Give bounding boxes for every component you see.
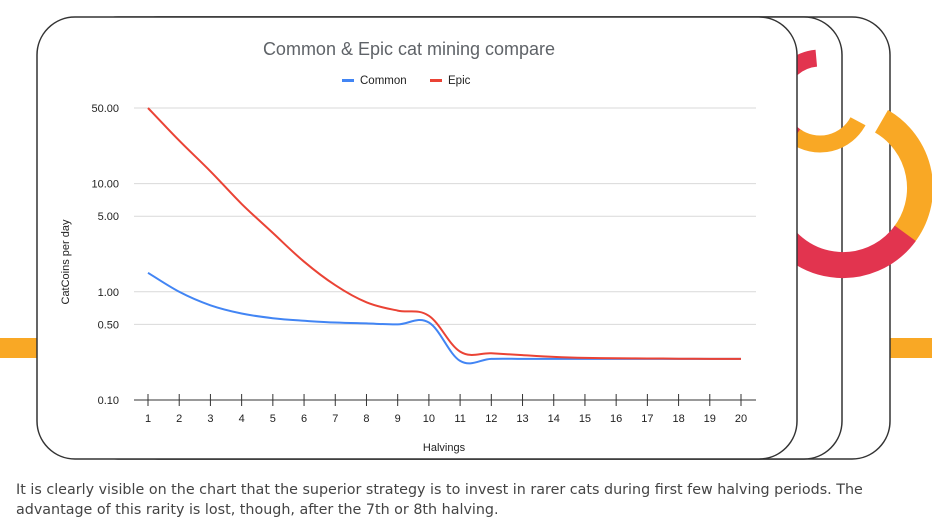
y-tick-label: 0.10 (98, 395, 119, 407)
x-tick-label: 11 (454, 413, 465, 425)
deco-arc-orange-small (790, 116, 866, 153)
y-tick-label: 5.00 (98, 211, 119, 223)
x-tick-label: 12 (485, 413, 497, 425)
x-tick-label: 15 (579, 413, 591, 425)
chart-title: Common & Epic cat mining compare (263, 39, 555, 59)
grid (134, 107, 756, 325)
chart-card (36, 16, 798, 460)
x-tick-label: 8 (363, 413, 369, 425)
y-tick-label: 0.50 (98, 319, 119, 331)
x-tick-label: 19 (704, 413, 716, 425)
x-tick-label: 4 (239, 413, 245, 425)
legend-label-common: Common (360, 75, 407, 87)
x-tick-label: 3 (207, 413, 213, 425)
legend: Common Epic (342, 75, 471, 87)
y-tick-label: 1.00 (98, 287, 119, 299)
y-tick-label: 50.00 (91, 103, 119, 115)
y-axis-ticks: 0.10 0.50 1.00 5.00 10.00 50.00 (91, 103, 119, 407)
legend-label-epic: Epic (448, 75, 471, 87)
x-tick-label: 13 (516, 413, 528, 425)
chart: Common & Epic cat mining compare Common … (60, 39, 756, 454)
x-tick-label: 7 (332, 413, 338, 425)
y-axis-label: CatCoins per day (60, 219, 72, 304)
x-tick-label: 6 (301, 413, 307, 425)
x-tick-label: 1 (145, 413, 151, 425)
x-tick-label: 17 (641, 413, 653, 425)
left-accent-bar (0, 338, 40, 358)
x-tick-label: 10 (423, 413, 435, 425)
series-line-epic (147, 107, 741, 360)
x-tick-label: 2 (176, 413, 182, 425)
y-tick-label: 10.00 (91, 179, 119, 191)
series (147, 107, 741, 365)
x-tick-label: 14 (548, 413, 560, 425)
caption-text: It is clearly visible on the chart that … (16, 482, 863, 518)
x-axis: 1 2 3 4 5 6 7 8 9 10 11 12 13 14 15 16 17 18 19 20 (134, 394, 756, 425)
x-tick-label: 16 (610, 413, 622, 425)
x-tick-label: 9 (395, 413, 401, 425)
deco-arc-orange-large (874, 110, 932, 244)
legend-swatch-epic (430, 79, 442, 82)
x-tick-label: 18 (672, 413, 684, 425)
x-axis-label: Halvings (423, 442, 466, 454)
legend-swatch-common (342, 79, 354, 82)
x-tick-label: 20 (735, 413, 747, 425)
x-tick-label: 5 (270, 413, 276, 425)
